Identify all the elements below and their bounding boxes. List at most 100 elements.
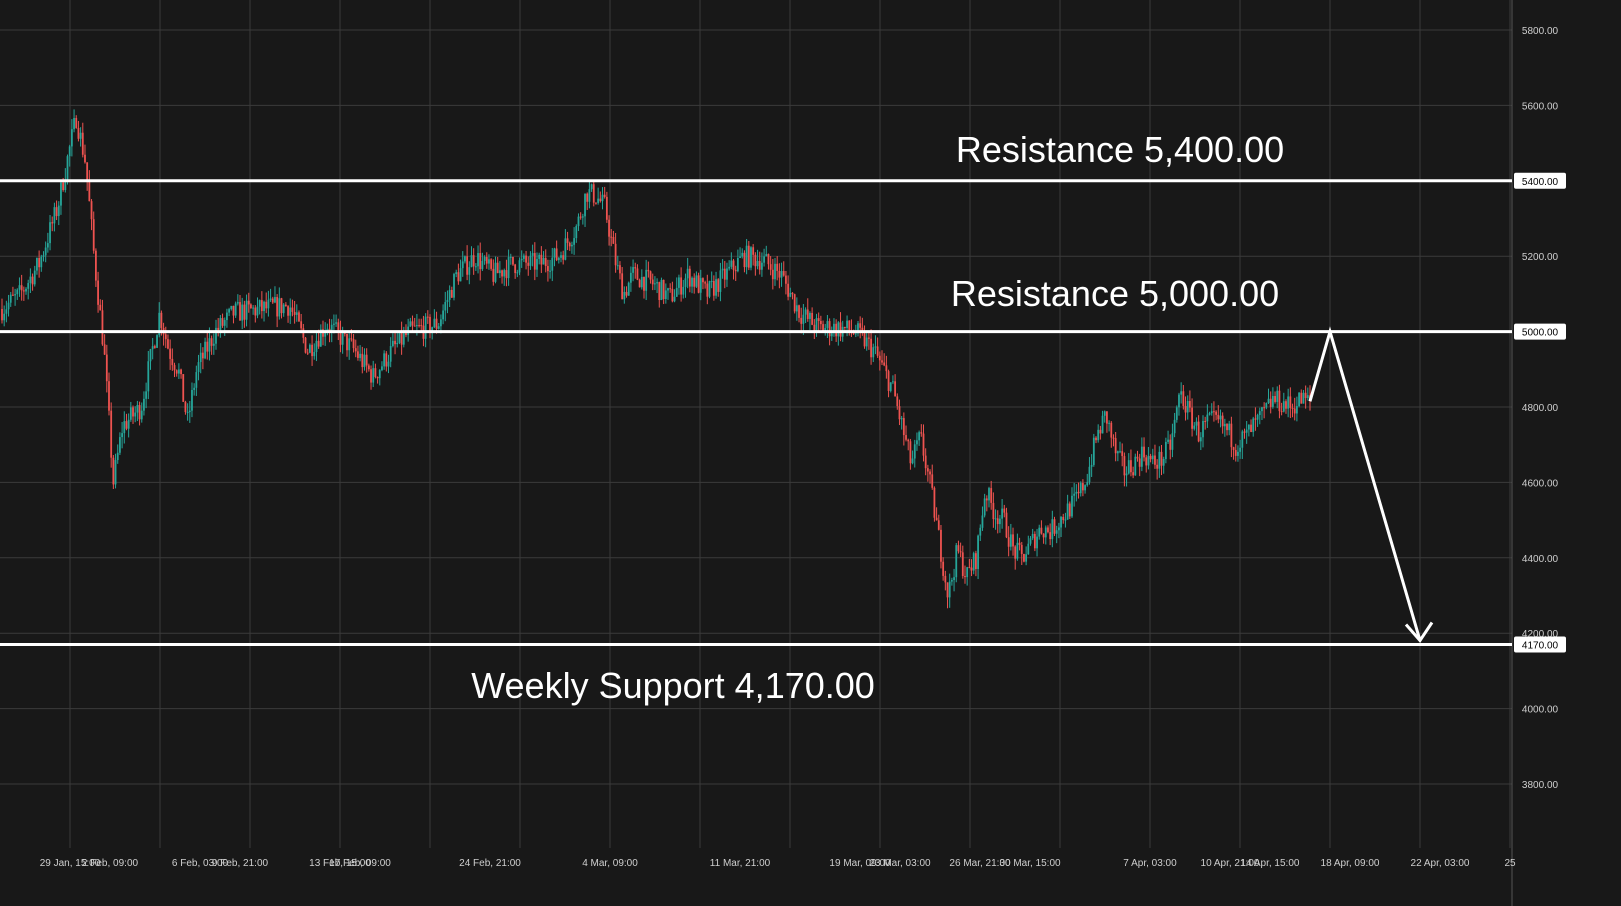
candle-body xyxy=(496,262,499,274)
candle-body xyxy=(728,266,731,269)
candle-body xyxy=(1252,418,1255,433)
candle-body xyxy=(1103,411,1106,416)
candle-body xyxy=(215,327,217,344)
candle-body xyxy=(562,255,565,260)
candle-body xyxy=(946,582,949,598)
x-tick-label: 10 Apr, 21:00 xyxy=(1201,858,1260,869)
candle-body xyxy=(55,207,58,217)
candle-body xyxy=(581,216,584,218)
candle-body xyxy=(468,267,471,275)
candle-body xyxy=(1213,411,1215,413)
candle-body xyxy=(870,338,872,358)
candle-body xyxy=(448,289,451,300)
candle-body xyxy=(940,529,942,562)
candle-body xyxy=(516,272,519,274)
candle-body xyxy=(595,202,597,204)
candle-body xyxy=(263,301,265,312)
candle-body xyxy=(92,219,95,251)
candle-body xyxy=(983,498,986,516)
candle-body xyxy=(79,132,82,139)
candle-body xyxy=(280,298,283,314)
candle-body xyxy=(686,268,689,279)
candle-body xyxy=(605,196,608,220)
candle-body xyxy=(1295,406,1298,414)
candle-body xyxy=(293,311,296,315)
candle-body xyxy=(339,330,342,345)
y-tick-label: 4000.00 xyxy=(1522,705,1559,716)
candle-body xyxy=(883,362,886,366)
candle-body xyxy=(734,269,737,272)
candle-body xyxy=(540,254,543,265)
candle-body xyxy=(298,312,300,322)
level-axis-tag xyxy=(1514,323,1566,340)
candle-body xyxy=(84,154,86,163)
candle-body xyxy=(1088,466,1091,483)
candle-body xyxy=(638,279,641,288)
candle-body xyxy=(405,333,407,336)
candle-body xyxy=(942,561,945,576)
candle-body xyxy=(811,312,814,325)
candle-body xyxy=(7,302,10,310)
candle-body xyxy=(542,257,545,265)
candle-body xyxy=(865,337,868,347)
candle-body xyxy=(180,369,182,375)
candle-body xyxy=(1237,451,1239,456)
grid xyxy=(0,0,1513,906)
candle-body xyxy=(924,455,927,469)
candle-body xyxy=(1160,451,1163,466)
candle-body xyxy=(1082,483,1084,491)
candle-body xyxy=(538,254,541,259)
candle-body xyxy=(470,255,473,268)
candle-body xyxy=(1014,546,1017,559)
candle-body xyxy=(826,321,829,328)
candle-body xyxy=(389,346,392,362)
candle-body xyxy=(1036,536,1038,549)
candle-body xyxy=(1180,391,1183,395)
candle-body xyxy=(1178,394,1180,408)
candle-body xyxy=(450,289,453,298)
candle-body xyxy=(145,391,148,399)
candle-body xyxy=(769,264,772,270)
candle-body xyxy=(1245,429,1248,433)
candle-body xyxy=(66,156,69,180)
candle-body xyxy=(1140,446,1143,467)
candle-body xyxy=(614,243,617,266)
candle-body xyxy=(437,326,440,329)
candle-body xyxy=(1265,403,1268,408)
candle-body xyxy=(671,288,674,302)
candle-body xyxy=(221,318,224,326)
candle-body xyxy=(673,296,676,302)
candle-body xyxy=(1287,396,1290,409)
candle-body xyxy=(435,318,438,329)
candle-body xyxy=(868,337,870,339)
candle-body xyxy=(204,341,206,359)
candle-body xyxy=(669,288,672,290)
candle-body xyxy=(830,333,833,337)
candle-body xyxy=(254,307,257,316)
candle-body xyxy=(872,347,875,358)
candle-body xyxy=(782,271,785,276)
candle-body xyxy=(498,270,501,274)
candle-body xyxy=(743,252,746,268)
candle-body xyxy=(761,262,763,270)
candle-body xyxy=(73,117,75,130)
candle-body xyxy=(88,180,91,202)
candle-body xyxy=(1003,508,1006,513)
candle-body xyxy=(531,253,534,256)
candle-body xyxy=(381,366,383,371)
level-axis-tag xyxy=(1514,636,1566,653)
candle-body xyxy=(147,361,150,392)
candle-body xyxy=(1173,419,1176,434)
candle-body xyxy=(911,458,914,464)
level-axis-label: 5000.00 xyxy=(1522,328,1559,339)
candle-body xyxy=(608,219,610,237)
candle-body xyxy=(654,283,656,285)
candle-body xyxy=(1079,483,1082,494)
candle-body xyxy=(828,321,831,337)
candle-body xyxy=(505,270,508,279)
candle-body xyxy=(232,305,235,316)
candle-body xyxy=(592,184,595,203)
candle-body xyxy=(18,285,21,290)
candle-body xyxy=(335,322,337,324)
candle-body xyxy=(385,353,388,367)
